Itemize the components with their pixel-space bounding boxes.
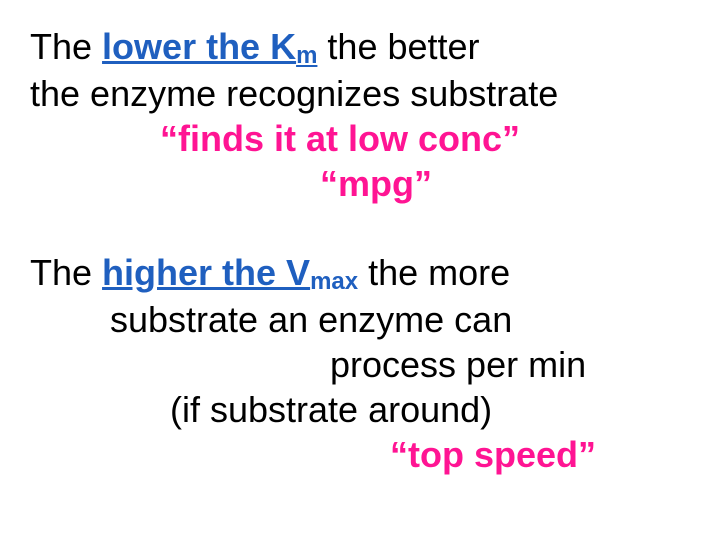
- analogy-mpg: “mpg”: [320, 163, 432, 204]
- km-line-3: “finds it at low conc”: [30, 116, 690, 161]
- text-fragment: (if substrate around): [170, 389, 492, 430]
- text-fragment: the better: [317, 26, 479, 67]
- vmax-line-2: substrate an enzyme can: [30, 297, 690, 342]
- subscript-m: m: [296, 42, 317, 69]
- emphasis-km: lower the K: [102, 26, 296, 67]
- km-line-1: The lower the Km the better: [30, 24, 690, 71]
- vmax-line-4: (if substrate around): [30, 387, 690, 432]
- km-line-2: the enzyme recognizes substrate: [30, 71, 690, 116]
- text-fragment: substrate an enzyme can: [110, 299, 512, 340]
- analogy-topspeed: “top speed”: [390, 434, 596, 475]
- text-fragment: The: [30, 252, 102, 293]
- emphasis-vmax: higher the V: [102, 252, 310, 293]
- vmax-line-1: The higher the Vmax the more: [30, 250, 690, 297]
- text-fragment: process per min: [330, 344, 586, 385]
- slide: The lower the Km the better the enzyme r…: [30, 24, 690, 524]
- analogy-finds: “finds it at low conc”: [160, 118, 520, 159]
- vmax-line-5: “top speed”: [30, 432, 690, 477]
- text-fragment: the enzyme recognizes substrate: [30, 73, 558, 114]
- km-block: The lower the Km the better the enzyme r…: [30, 24, 690, 206]
- km-line-4: “mpg”: [30, 161, 690, 206]
- vmax-line-3: process per min: [30, 342, 690, 387]
- vmax-block: The higher the Vmax the more substrate a…: [30, 250, 690, 477]
- text-fragment: the more: [358, 252, 510, 293]
- text-fragment: The: [30, 26, 102, 67]
- subscript-max: max: [310, 268, 358, 295]
